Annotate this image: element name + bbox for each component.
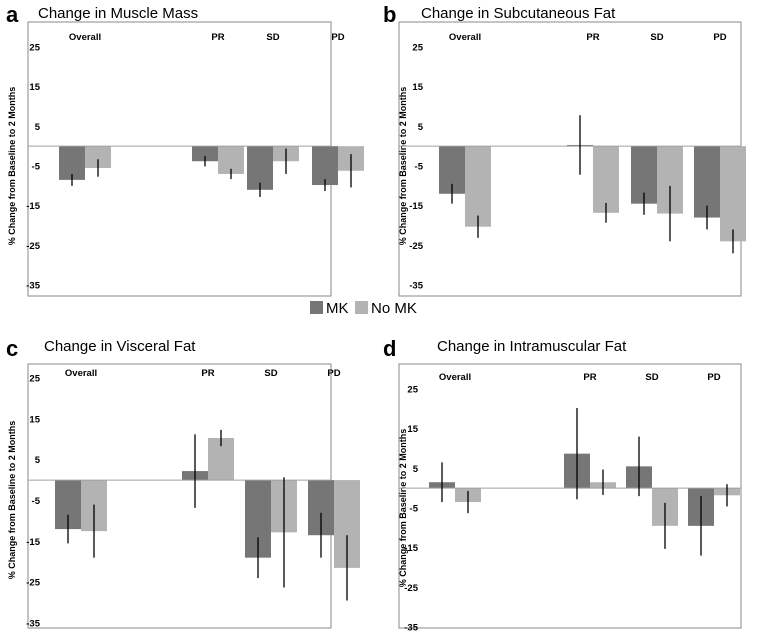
bar-no-mk (85, 146, 111, 168)
panel-letter: a (6, 2, 19, 27)
y-tick-label: -15 (409, 201, 423, 212)
panel-title: Change in Intramuscular Fat (437, 338, 627, 355)
y-tick-label: 15 (412, 82, 423, 93)
y-tick-label: -35 (409, 281, 423, 292)
category-label: PR (201, 368, 214, 379)
y-tick-label: 15 (29, 414, 40, 425)
y-tick-label: 5 (35, 122, 41, 133)
bar-mk (247, 146, 273, 190)
panel-title: Change in Visceral Fat (44, 338, 196, 355)
y-tick-label: -25 (26, 578, 40, 589)
y-axis-label: % Change from Baseline to 2 Months (7, 87, 17, 246)
category-label: SD (266, 32, 279, 43)
category-label: Overall (69, 32, 101, 43)
bar-no-mk (465, 146, 491, 227)
y-tick-label: -35 (26, 281, 40, 292)
y-tick-label: 5 (35, 455, 41, 466)
category-label: PD (331, 32, 344, 43)
panel-b: b Change in Subcutaneous Fat % Change from… (383, 2, 746, 297)
category-label: PR (586, 32, 599, 43)
y-tick-label: 15 (29, 82, 40, 93)
panel-c: c Change in Visceral Fat % Change from Bas… (6, 336, 360, 630)
y-tick-label: 25 (29, 374, 40, 385)
category-label: Overall (65, 368, 97, 379)
legend: MK No MK (310, 300, 417, 317)
y-axis-label: % Change from Baseline to 2 Months (398, 87, 408, 246)
y-axis-label: % Change from Baseline to 2 Months (398, 429, 408, 588)
panel-title: Change in Subcutaneous Fat (421, 5, 616, 22)
legend-swatch-no-mk (355, 301, 368, 314)
panel-d: d Change in Intramuscular Fat % Change fro… (383, 336, 742, 634)
category-label: PR (583, 372, 596, 383)
y-tick-label: -35 (26, 619, 40, 630)
category-label: PR (211, 32, 224, 43)
y-tick-label: -15 (404, 543, 418, 554)
y-tick-label: -25 (404, 583, 418, 594)
panel-title: Change in Muscle Mass (38, 5, 198, 22)
legend-label-no-mk: No MK (371, 300, 417, 317)
bar-no-mk (720, 146, 746, 242)
bar-no-mk (593, 146, 619, 213)
y-tick-label: 5 (413, 464, 419, 475)
y-tick-label: -5 (410, 504, 419, 515)
y-axis-label: % Change from Baseline to 2 Months (7, 421, 17, 580)
panel-letter: c (6, 336, 18, 361)
category-label: SD (645, 372, 658, 383)
y-tick-label: -15 (26, 537, 40, 548)
category-label: PD (713, 32, 726, 43)
category-label: SD (264, 368, 277, 379)
legend-swatch-mk (310, 301, 323, 314)
y-tick-label: 5 (418, 122, 424, 133)
category-label: Overall (449, 32, 481, 43)
y-tick-label: -5 (32, 162, 41, 173)
y-tick-label: -25 (26, 241, 40, 252)
y-tick-label: -35 (404, 623, 418, 634)
y-tick-label: 25 (412, 43, 423, 54)
bar-mk (312, 146, 338, 186)
y-tick-label: 25 (407, 385, 418, 396)
category-label: SD (650, 32, 663, 43)
panel-letter: b (383, 2, 396, 27)
y-tick-label: -15 (26, 201, 40, 212)
legend-label-mk: MK (326, 300, 349, 317)
category-label: Overall (439, 372, 471, 383)
category-label: PD (707, 372, 720, 383)
y-tick-label: -5 (32, 496, 41, 507)
y-tick-label: 25 (29, 43, 40, 54)
category-label: PD (327, 368, 340, 379)
y-tick-label: -5 (415, 162, 424, 173)
y-tick-label: -25 (409, 241, 423, 252)
bar-mk (192, 146, 218, 162)
panel-a: a Change in Muscle Mass % Change from Base… (6, 2, 364, 297)
panel-letter: d (383, 336, 396, 361)
y-tick-label: 15 (407, 424, 418, 435)
